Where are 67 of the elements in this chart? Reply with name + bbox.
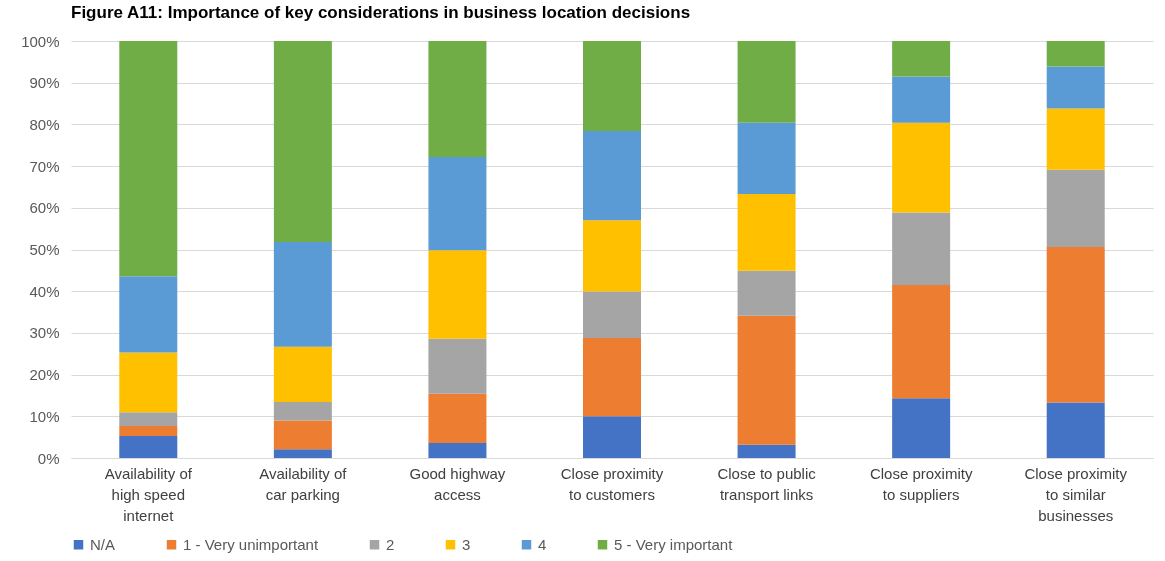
bar <box>737 122 796 195</box>
bar <box>428 41 487 157</box>
bar <box>119 435 178 458</box>
legend-label: 2 <box>386 535 395 553</box>
bar <box>428 393 487 443</box>
bar <box>892 41 951 77</box>
bar <box>273 241 332 347</box>
bar <box>119 352 178 413</box>
chart-title: Figure A11: Importance of key considerations in business location decisions <box>71 3 691 22</box>
x-tick-label: Close proximity to suppliers <box>869 464 973 503</box>
bar <box>583 131 641 221</box>
bar <box>428 338 487 394</box>
bar <box>583 220 641 292</box>
legend-label: N/A <box>90 535 116 553</box>
bar <box>737 194 796 271</box>
bar <box>273 449 332 458</box>
y-tick-label: 0% <box>37 449 60 467</box>
bar <box>119 41 178 277</box>
x-tick-label: Close to public transport links <box>717 464 817 503</box>
bar <box>273 41 332 242</box>
bar <box>119 425 178 436</box>
bar <box>428 250 487 339</box>
bar <box>737 41 796 123</box>
legend-label: 5 - Very important <box>614 535 734 553</box>
x-tick-label: Availability of high speed internet <box>104 464 193 524</box>
bar <box>892 398 951 458</box>
bar <box>583 41 641 132</box>
legend-label: 4 <box>538 535 547 553</box>
bar <box>428 442 487 458</box>
bar <box>892 212 951 285</box>
bar <box>583 337 641 417</box>
bar <box>737 315 796 445</box>
y-tick-label: 50% <box>29 241 60 258</box>
bar <box>892 122 951 213</box>
bar <box>1046 169 1105 247</box>
bar <box>737 270 796 316</box>
bar <box>1046 66 1105 109</box>
bar <box>892 76 951 123</box>
bar <box>737 444 796 458</box>
y-tick-label: 20% <box>29 366 60 384</box>
y-tick-label: 100% <box>21 32 60 50</box>
bar <box>1046 247 1105 403</box>
legend-label: 1 - Very unimportant <box>183 535 319 553</box>
bar <box>273 420 332 450</box>
y-tick-label: 10% <box>29 407 60 425</box>
x-tick-label: Close proximity to similar businesses <box>1024 464 1128 524</box>
x-tick-label: Close proximity to customers <box>560 464 664 503</box>
bar <box>428 156 487 251</box>
bar <box>583 416 641 458</box>
x-tick-label: Good highway access <box>409 464 506 503</box>
y-tick-label: 40% <box>29 282 60 300</box>
x-tick-label: Availability of car parking <box>259 464 348 503</box>
y-tick-label: 80% <box>29 115 60 133</box>
bar <box>1046 402 1105 458</box>
bar <box>273 346 332 403</box>
bar <box>119 276 178 353</box>
bar <box>1046 108 1105 170</box>
y-tick-label: 30% <box>29 324 60 342</box>
y-tick-label: 70% <box>29 157 60 175</box>
y-tick-label: 90% <box>29 74 60 92</box>
bar <box>119 412 178 426</box>
legend-label: 3 <box>462 535 471 553</box>
bar <box>583 291 641 338</box>
bar <box>273 402 332 421</box>
bar <box>1046 41 1105 67</box>
bar <box>892 284 951 399</box>
y-tick-label: 60% <box>29 199 60 217</box>
